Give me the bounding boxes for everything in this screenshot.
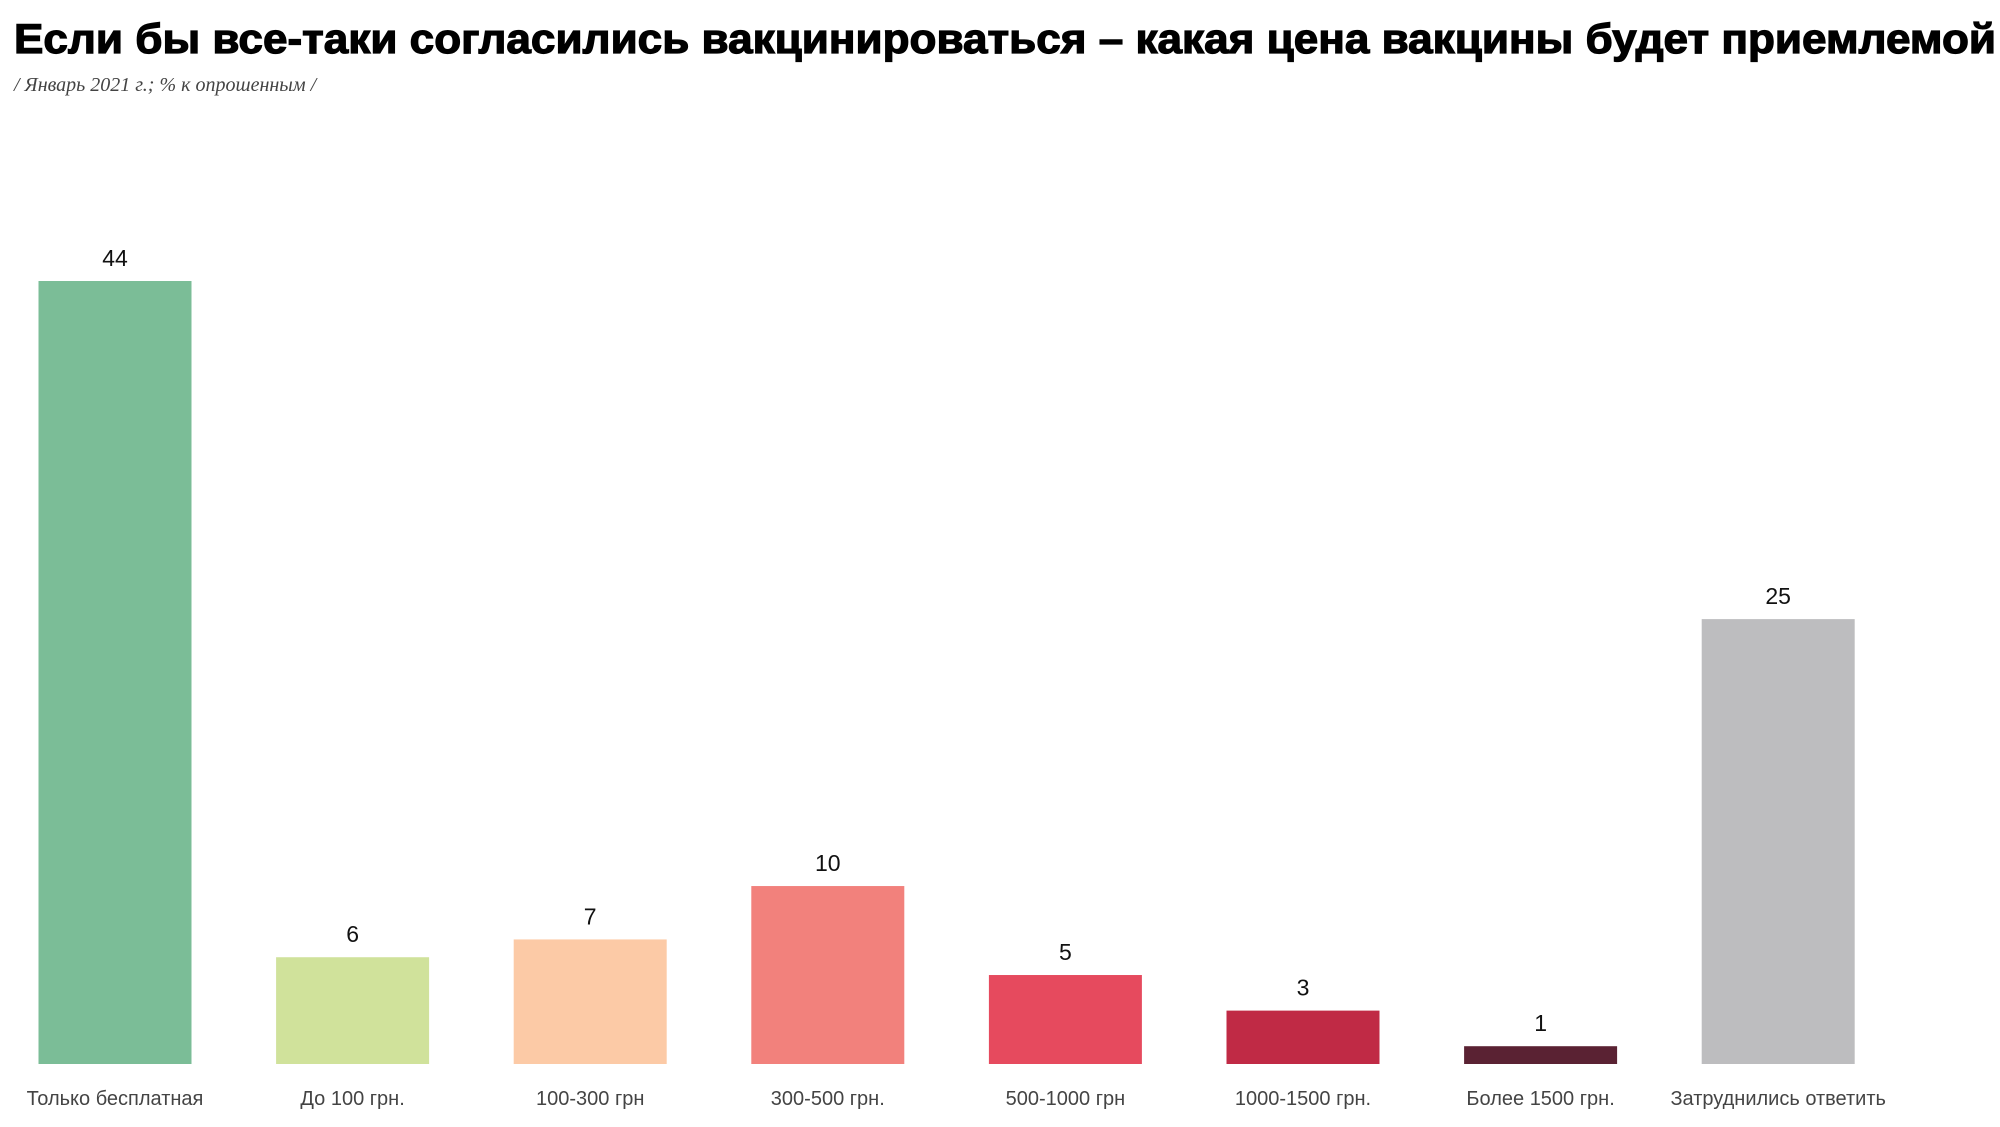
chart-title: Если бы все-таки согласились вакцинирова… <box>14 15 1996 62</box>
category-label: 1000-1500 грн. <box>1235 1088 1371 1110</box>
data-label: 10 <box>815 850 841 876</box>
category-label: Затруднились ответить <box>1670 1088 1885 1110</box>
bar <box>751 886 905 1064</box>
data-label: 7 <box>584 903 597 929</box>
bar <box>513 939 667 1064</box>
bar <box>1464 1046 1618 1064</box>
data-label: 6 <box>346 921 359 947</box>
data-label: 44 <box>102 245 128 271</box>
data-label: 5 <box>1059 939 1072 965</box>
bar <box>276 957 430 1064</box>
category-label: 100-300 грн <box>536 1088 644 1110</box>
bar <box>988 975 1142 1064</box>
category-label: 300-500 грн. <box>771 1088 885 1110</box>
bar <box>1226 1010 1380 1064</box>
data-label: 25 <box>1765 583 1791 609</box>
category-label: Только бесплатная <box>27 1088 204 1110</box>
chart-subtitle: / Январь 2021 г.; % к опрошенным / <box>13 74 319 96</box>
bar <box>1701 619 1855 1064</box>
category-label: 500-1000 грн <box>1006 1088 1126 1110</box>
data-label: 3 <box>1297 975 1310 1001</box>
category-label: Более 1500 грн. <box>1466 1088 1614 1110</box>
data-label: 1 <box>1534 1010 1547 1036</box>
bar <box>38 281 192 1064</box>
category-label: До 100 грн. <box>300 1088 404 1110</box>
